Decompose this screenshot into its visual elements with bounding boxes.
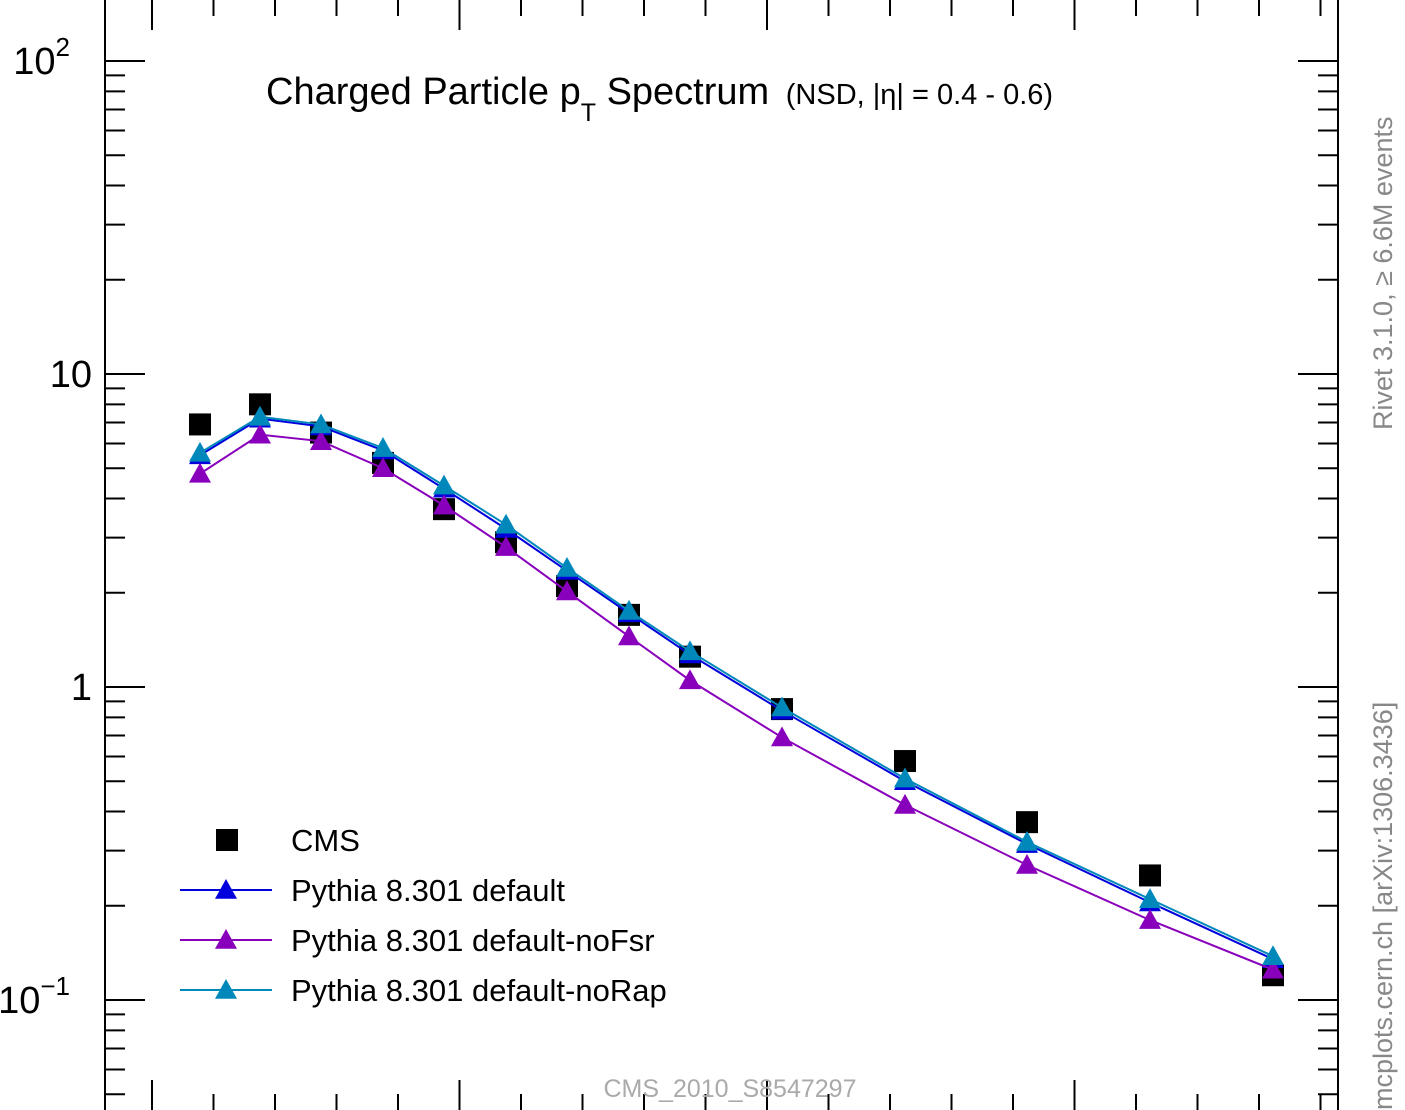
legend-marker (215, 979, 237, 999)
data-point (679, 669, 701, 690)
data-point (556, 556, 578, 577)
legend-label: CMS (291, 823, 360, 858)
series-line (199, 433, 1274, 971)
data-point (1262, 958, 1284, 979)
data-point (618, 625, 640, 646)
y-tick-label: 1 (71, 667, 92, 709)
data-point (310, 413, 332, 434)
y-tick-label: 102 (13, 32, 70, 83)
axis-ticks (105, 0, 1338, 1110)
data-point (1016, 811, 1038, 834)
data-point (1139, 888, 1161, 908)
plot-frame (104, 0, 1339, 1110)
chart-title-detail: (NSD, |η| = 0.4 - 0.6) (786, 79, 1053, 111)
series-line (199, 415, 1274, 958)
series-pythia-8-301-default-norap (189, 405, 1284, 966)
legend: CMS Pythia 8.301 default Pythia 8.301 defa… (180, 823, 667, 1008)
data-point (771, 726, 793, 747)
y-tick-labels: 102 10 1 10−1 (0, 32, 92, 1022)
legend-marker (215, 879, 237, 899)
data-point (189, 441, 211, 462)
legend-label: Pythia 8.301 default (291, 873, 565, 908)
data-point (495, 536, 517, 556)
series-pythia-8-301-default-nofsr (189, 423, 1284, 979)
legend-marker (215, 929, 237, 949)
data-point (771, 696, 793, 717)
data-point (495, 513, 517, 534)
data-point (1016, 853, 1038, 874)
data-point (372, 457, 394, 478)
data-point (249, 393, 271, 416)
side-label-top: Rivet 3.1.0, ≥ 6.6M events (1368, 117, 1398, 430)
data-point (1016, 830, 1038, 851)
data-point (1139, 864, 1161, 887)
data-point (433, 494, 455, 515)
data-point (249, 423, 271, 444)
data-point (894, 767, 916, 788)
data-point (556, 580, 578, 601)
y-tick-label: 10−1 (0, 971, 70, 1022)
data-point (894, 793, 916, 814)
series-layer (189, 393, 1284, 987)
data-point (189, 413, 211, 436)
data-point (618, 599, 640, 620)
data-point (679, 640, 701, 661)
data-point (189, 462, 211, 483)
legend-label: Pythia 8.301 default-noRap (291, 973, 667, 1008)
side-label-bottom: mcplots.cern.ch [arXiv:1306.3436] (1368, 702, 1398, 1110)
data-point (1139, 909, 1161, 929)
legend-entry: Pythia 8.301 default-noRap (180, 973, 667, 1008)
series-line (199, 417, 1274, 961)
data-point (1262, 945, 1284, 966)
data-point (433, 474, 455, 495)
data-point (310, 430, 332, 450)
analysis-label: CMS_2010_S8547297 (604, 1075, 857, 1103)
data-point (372, 437, 394, 457)
chart-title: Charged Particle pT Spectrum (NSD, |η| =… (266, 71, 1053, 127)
legend-label: Pythia 8.301 default-noFsr (291, 923, 655, 958)
y-tick-label: 10 (50, 354, 92, 396)
data-point (894, 750, 916, 773)
legend-marker (216, 829, 238, 851)
legend-entry: Pythia 8.301 default (180, 873, 565, 908)
data-point (249, 405, 271, 426)
legend-entry: Pythia 8.301 default-noFsr (180, 923, 655, 958)
legend-entry: CMS (216, 823, 360, 858)
chart-title-subscript: T (581, 99, 596, 127)
